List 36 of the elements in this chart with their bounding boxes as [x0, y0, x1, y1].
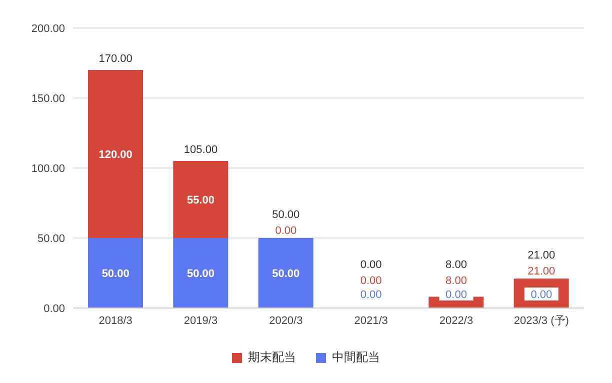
- legend-label: 中間配当: [331, 349, 380, 366]
- y-tick-label: 50.00: [37, 232, 65, 245]
- data-label: 55.00: [186, 194, 215, 206]
- bar: [173, 161, 228, 238]
- x-tick-label: 2020/3: [269, 314, 303, 327]
- text: 0.00: [360, 259, 382, 271]
- data-label: 50.00: [102, 268, 130, 280]
- legend-label: 期末配当: [247, 349, 296, 366]
- total-label: 105.00: [184, 144, 218, 156]
- data-label: 0.00: [275, 224, 297, 237]
- data-label: 21.00: [528, 250, 556, 262]
- data-label: 8.00: [446, 259, 467, 271]
- data-label: 0.00: [446, 288, 467, 301]
- y-tick-label: 100.00: [31, 162, 65, 175]
- total-label: 21.00: [528, 265, 556, 278]
- x-tick-label: 2022/3: [439, 314, 474, 327]
- y-tick-label: 200.00: [31, 22, 65, 35]
- y-tick-label: 150.00: [31, 92, 65, 105]
- x-tick-label: 2019/3: [184, 314, 218, 327]
- total-label: 0.00: [360, 288, 382, 301]
- x-tick-label: 2018/3: [98, 314, 132, 327]
- total-label: 170.00: [98, 53, 132, 65]
- data-label: 120.00: [98, 148, 132, 161]
- data-label: 0.00: [530, 288, 552, 301]
- x-tick-label: 2023/3 (予): [514, 314, 569, 327]
- data-label: 50.00: [272, 268, 300, 280]
- total-label: 8.00: [446, 274, 467, 287]
- x-tick-label: 2021/3: [354, 314, 388, 327]
- bar: [173, 238, 228, 308]
- total-label: 50.00: [272, 209, 300, 221]
- bar: [88, 70, 143, 238]
- y-tick-label: 0.00: [44, 302, 65, 315]
- data-label: 50.00: [186, 268, 215, 280]
- data-label: 0.00: [360, 274, 382, 287]
- bar: [258, 238, 314, 308]
- bar: [88, 238, 143, 308]
